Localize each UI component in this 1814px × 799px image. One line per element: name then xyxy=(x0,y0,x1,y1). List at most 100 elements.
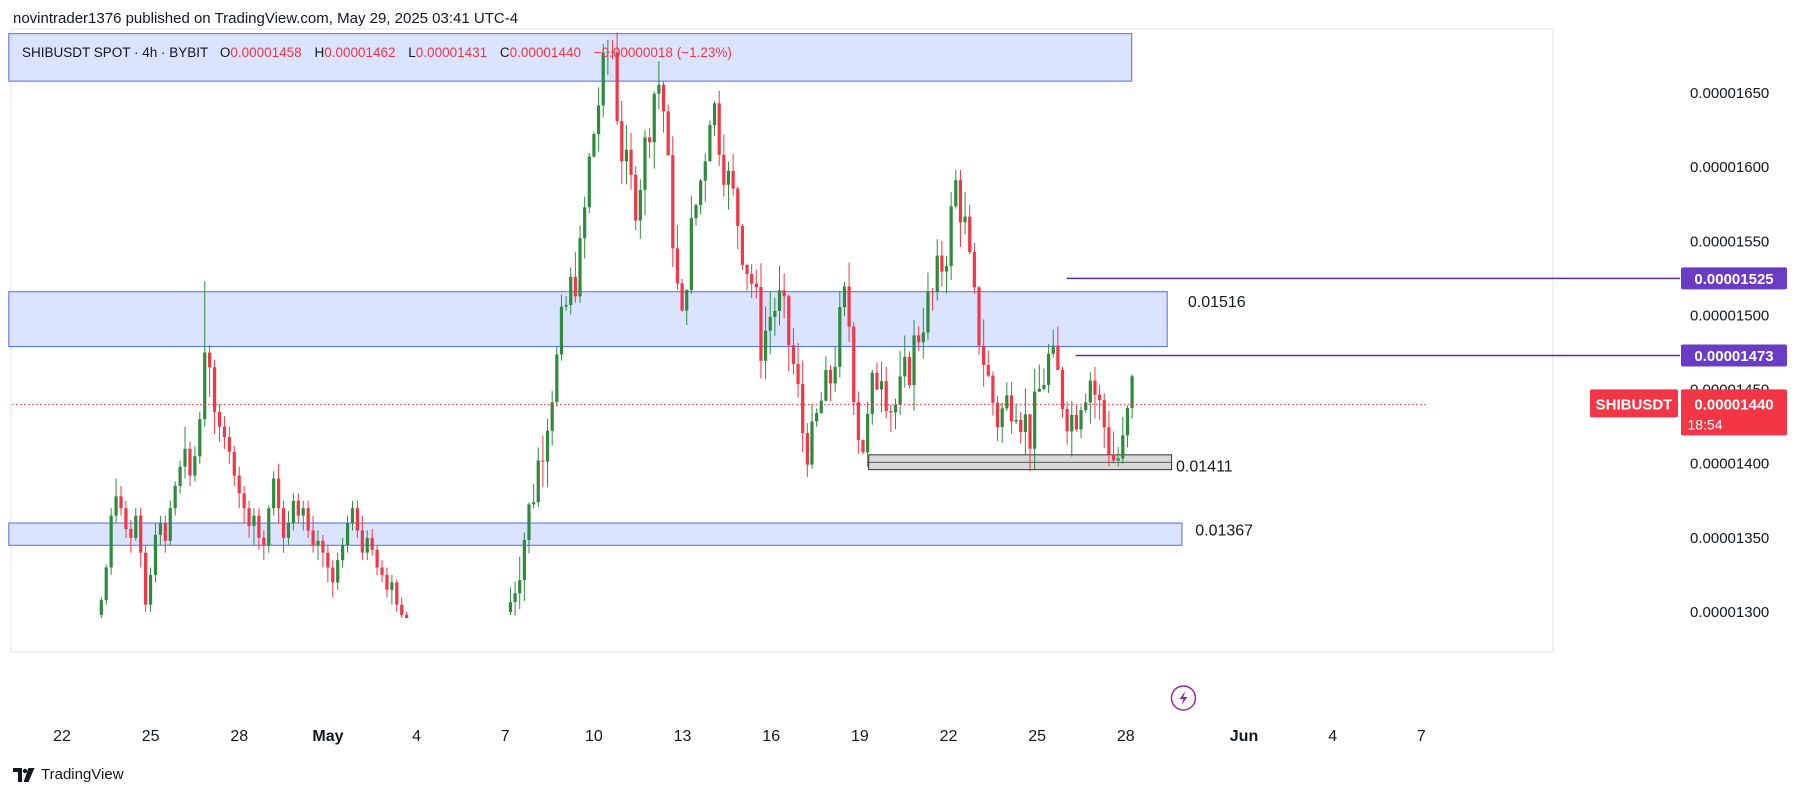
candle-body xyxy=(601,52,605,106)
candle-body xyxy=(522,540,526,581)
candle-body xyxy=(1014,419,1018,422)
symbol-legend[interactable]: SHIBUSDT SPOT · 4h · BYBIT O0.00001458 H… xyxy=(22,45,732,60)
x-tick-label: 25 xyxy=(142,728,160,745)
candle-body xyxy=(1130,376,1134,409)
candle-body xyxy=(104,567,108,601)
candle-body xyxy=(247,508,251,526)
x-tick-label: 16 xyxy=(762,728,780,745)
candle-body xyxy=(1088,380,1092,403)
ohlc-open-key: O xyxy=(219,45,231,60)
candle-body xyxy=(109,515,113,568)
candle-body xyxy=(842,286,847,308)
resistance-label-1: 0.00001525 xyxy=(1694,271,1773,288)
candle-body xyxy=(995,402,1000,428)
candle-body xyxy=(777,290,782,311)
tradingview-brand-text: TradingView xyxy=(41,766,124,783)
candle-body xyxy=(879,381,884,390)
candle-body xyxy=(986,364,990,376)
candle-body xyxy=(615,52,619,122)
candle-body xyxy=(963,216,967,223)
candle-body xyxy=(173,485,177,509)
candle-body xyxy=(513,593,517,603)
candle-body xyxy=(634,174,638,221)
candle-body xyxy=(740,225,744,265)
candle-body xyxy=(675,248,680,284)
candle-body xyxy=(982,345,986,365)
candle-body xyxy=(912,335,916,386)
candle-body xyxy=(1102,400,1106,428)
candle-body xyxy=(1121,435,1125,459)
candle-body xyxy=(935,255,939,292)
candle-body xyxy=(350,508,355,524)
candle-body xyxy=(281,508,286,538)
candle-body xyxy=(395,582,399,605)
candle-body xyxy=(944,266,949,272)
candle-body xyxy=(703,161,707,181)
candle-body xyxy=(1111,454,1116,461)
x-tick-label: 25 xyxy=(1028,728,1046,745)
zone-label-2: 0.01411 xyxy=(1176,459,1233,476)
candle-body xyxy=(272,478,276,509)
x-tick-label: 4 xyxy=(412,728,421,745)
candle-body xyxy=(1084,402,1088,411)
x-tick-label: 22 xyxy=(940,728,958,745)
candle-body xyxy=(731,170,735,189)
candle-body xyxy=(536,460,540,503)
candle-body xyxy=(856,402,860,441)
candle-body xyxy=(375,549,379,568)
zone-label-1: 0.01516 xyxy=(1188,294,1246,311)
lightning-icon-glyph xyxy=(1179,691,1188,705)
ohlc-open-value: 0.00001458 xyxy=(230,45,302,60)
ohlc-low-key: L xyxy=(408,45,416,60)
candle-body xyxy=(559,306,564,355)
candle-body xyxy=(1028,414,1032,449)
candle-body xyxy=(708,125,712,162)
countdown-label: 18:54 xyxy=(1687,416,1722,432)
candle-body xyxy=(114,496,118,516)
x-tick-label: 22 xyxy=(53,728,71,745)
x-tick-label: 13 xyxy=(674,728,692,745)
candle-body xyxy=(573,276,577,297)
candle-body xyxy=(773,310,777,317)
candle-body xyxy=(527,504,531,541)
candle-body xyxy=(907,356,912,386)
candle-body xyxy=(958,180,963,223)
candle-body xyxy=(592,134,596,157)
candle-body xyxy=(301,508,305,516)
candle-body xyxy=(360,530,364,553)
candle-body xyxy=(405,614,409,618)
y-tick-label: 0.00001300 xyxy=(1690,604,1769,621)
candle-body xyxy=(671,155,675,249)
candle-body xyxy=(606,51,610,53)
candle-body xyxy=(977,287,981,346)
candle-body xyxy=(782,290,786,297)
candle-body xyxy=(1009,395,1014,422)
candle-body xyxy=(545,430,550,462)
candle-body xyxy=(828,370,833,384)
candle-body xyxy=(819,400,823,414)
candle-body xyxy=(759,287,763,361)
candle-body xyxy=(203,352,207,420)
candle-body xyxy=(657,84,661,94)
candle-body xyxy=(661,84,666,112)
candle-body xyxy=(1000,408,1004,428)
candle-body xyxy=(875,372,879,390)
last-price-badge-bg xyxy=(1681,389,1787,436)
candle-body xyxy=(1093,380,1097,395)
candle-body xyxy=(158,523,163,535)
zone-2 xyxy=(8,291,1168,348)
candle-body xyxy=(852,326,856,403)
candle-body xyxy=(222,426,227,438)
candle-body xyxy=(370,537,374,550)
candle-body xyxy=(796,363,800,385)
candle-body xyxy=(291,500,295,524)
tradingview-logo[interactable]: TradingView xyxy=(13,766,124,783)
candle-body xyxy=(508,602,513,612)
candle-body xyxy=(791,345,796,364)
candle-body xyxy=(178,466,182,486)
candle-body xyxy=(267,508,271,546)
candle-body xyxy=(227,437,231,452)
candle-body xyxy=(1065,409,1069,432)
candle-body xyxy=(930,291,935,293)
